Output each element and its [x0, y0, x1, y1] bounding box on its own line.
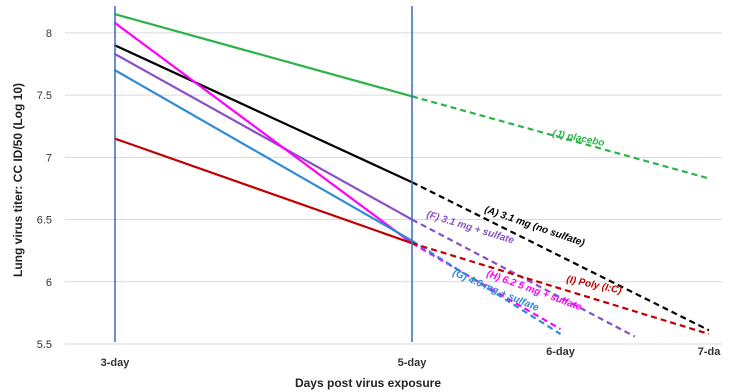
x-axis-title: Days post virus exposure [295, 376, 441, 390]
series-3-projected-line [411, 242, 562, 331]
x-tick-label-1: 5-day [398, 357, 428, 369]
x-tick-label-2: 6-day [546, 346, 576, 358]
series-label-0: (J) placebo [551, 128, 605, 149]
x-tick-label-0: 3-day [101, 357, 131, 369]
series-0-measured-line [113, 13, 414, 98]
series-2-projected-line [411, 218, 636, 338]
gridlines [65, 32, 722, 345]
y-axis-ticks: 5.5 6 6.5 7 7.5 8 [37, 28, 52, 351]
x-tick-label-3: 7-da [698, 346, 722, 358]
series-labels: (J) placebo(A) 3.1 mg (no sulfate)(F) 3.… [425, 128, 623, 314]
y-tick-label-3: 7 [46, 152, 52, 164]
series-1-measured-line [113, 44, 414, 184]
series-label-5: (I) Poly (I:C) [565, 274, 623, 297]
x-axis-ticks: 3-day 5-day 6-day 7-da [101, 346, 722, 369]
series-5-projected-line [411, 242, 710, 336]
series-lines [113, 13, 710, 338]
series-0-projected-line [411, 95, 710, 180]
series-label-1: (A) 3.1 mg (no sulfate) [483, 204, 586, 249]
series-3-measured-line [113, 21, 414, 245]
y-tick-label-2: 6.5 [37, 215, 52, 227]
y-axis-title: Lung virus titer: CC ID/50 (Log 10) [11, 83, 25, 277]
series-4-measured-line [113, 69, 414, 242]
y-tick-label-1: 6 [46, 277, 52, 289]
y-tick-label-5: 8 [46, 28, 52, 40]
series-5-measured-line [113, 137, 414, 245]
series-1-projected-line [411, 181, 710, 332]
y-tick-label-0: 5.5 [37, 339, 52, 351]
reference-lines [114, 6, 413, 342]
series-2-measured-line [113, 52, 414, 221]
y-tick-label-4: 7.5 [37, 90, 52, 102]
